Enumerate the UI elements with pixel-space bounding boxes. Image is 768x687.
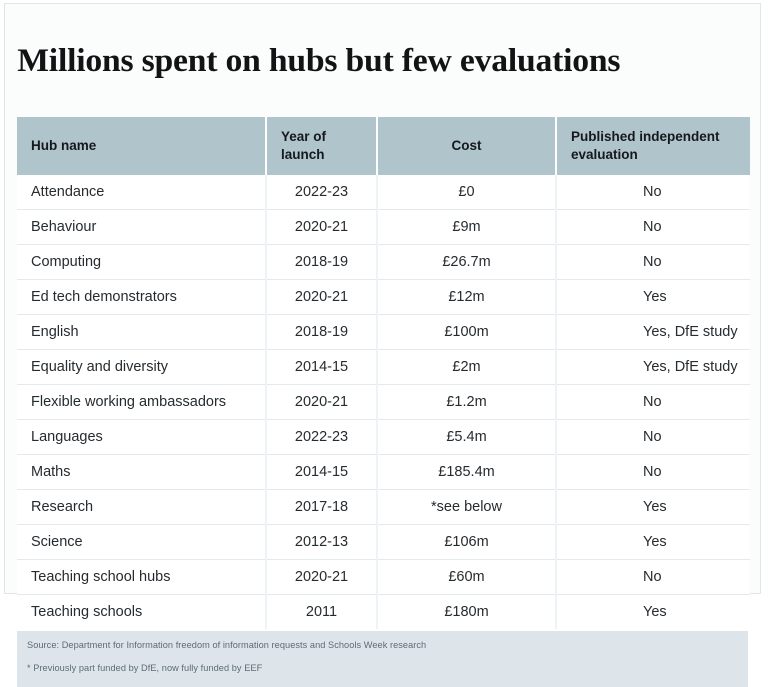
- cell-evaluation: No: [556, 559, 750, 596]
- table-row: Computing 2018-19 £26.7m No: [17, 244, 750, 281]
- cell-hub-name: Behaviour: [17, 209, 267, 246]
- cell-year-of-launch: 2017-18: [266, 489, 378, 526]
- cell-year-of-launch: 2018-19: [266, 314, 378, 351]
- column-header-cost: Cost: [377, 117, 557, 176]
- cell-evaluation: Yes: [556, 489, 750, 526]
- table-row: Flexible working ambassadors 2020-21 £1.2m…: [17, 384, 750, 421]
- hubs-table: Hub name Year of launch Cost Published i…: [17, 117, 750, 630]
- table-body: Attendance 2022-23 £0 No Behaviour 2020-21 £9m…: [17, 175, 750, 630]
- column-header-published-independent-evaluation: Published independent evaluation: [556, 117, 750, 176]
- cell-evaluation: No: [556, 419, 750, 456]
- table-row: Languages 2022-23 £5.4m No: [17, 419, 750, 456]
- infographic-card: Millions spent on hubs but few evaluatio…: [4, 3, 761, 687]
- cell-cost: £5.4m: [377, 419, 557, 456]
- table-row: Behaviour 2020-21 £9m No: [17, 209, 750, 246]
- cell-evaluation: No: [556, 384, 750, 421]
- cell-year-of-launch: 2020-21: [266, 209, 378, 246]
- table-row: Ed tech demonstrators 2020-21 £12m Yes: [17, 279, 750, 316]
- cell-evaluation: Yes: [556, 524, 750, 561]
- column-header-hub-name: Hub name: [17, 117, 267, 176]
- cell-year-of-launch: 2020-21: [266, 559, 378, 596]
- cell-hub-name: Ed tech demonstrators: [17, 279, 267, 316]
- page-title: Millions spent on hubs but few evaluatio…: [17, 43, 621, 80]
- table-footer: Source: Department for Information freed…: [17, 629, 748, 687]
- cell-cost: £2m: [377, 349, 557, 386]
- cell-cost: £0: [377, 175, 557, 211]
- cell-year-of-launch: 2018-19: [266, 244, 378, 281]
- table-row: Science 2012-13 £106m Yes: [17, 524, 750, 561]
- cell-hub-name: Flexible working ambassadors: [17, 384, 267, 421]
- asterisk-footnote: * Previously part funded by DfE, now ful…: [27, 663, 263, 675]
- cell-cost: £26.7m: [377, 244, 557, 281]
- table-row: Equality and diversity 2014-15 £2m Yes, DfE…: [17, 349, 750, 386]
- cell-year-of-launch: 2022-23: [266, 175, 378, 211]
- table-header-row: Hub name Year of launch Cost Published i…: [17, 117, 750, 176]
- cell-hub-name: Research: [17, 489, 267, 526]
- source-note: Source: Department for Information freed…: [27, 640, 427, 652]
- table-row: Teaching school hubs 2020-21 £60m No: [17, 559, 750, 596]
- cell-evaluation: No: [556, 175, 750, 211]
- cell-hub-name: Computing: [17, 244, 267, 281]
- cell-cost: £106m: [377, 524, 557, 561]
- table-row: Maths 2014-15 £185.4m No: [17, 454, 750, 491]
- cell-evaluation: Yes, DfE study: [556, 349, 750, 386]
- cell-cost: £185.4m: [377, 454, 557, 491]
- cell-year-of-launch: 2014-15: [266, 454, 378, 491]
- cell-cost: £12m: [377, 279, 557, 316]
- cell-year-of-launch: 2020-21: [266, 384, 378, 421]
- table-row: Research 2017-18 *see below Yes: [17, 489, 750, 526]
- cell-evaluation: No: [556, 209, 750, 246]
- cell-evaluation: No: [556, 244, 750, 281]
- table-header: Hub name Year of launch Cost Published i…: [17, 117, 750, 176]
- table-row: Attendance 2022-23 £0 No: [17, 175, 750, 211]
- cell-cost: £1.2m: [377, 384, 557, 421]
- cell-evaluation: Yes, DfE study: [556, 314, 750, 351]
- cell-year-of-launch: 2022-23: [266, 419, 378, 456]
- cell-evaluation: Yes: [556, 279, 750, 316]
- cell-hub-name: Languages: [17, 419, 267, 456]
- cell-evaluation: No: [556, 454, 750, 491]
- cell-hub-name: Teaching school hubs: [17, 559, 267, 596]
- cell-year-of-launch: 2012-13: [266, 524, 378, 561]
- cell-hub-name: Attendance: [17, 175, 267, 211]
- cell-cost: £9m: [377, 209, 557, 246]
- cell-hub-name: Maths: [17, 454, 267, 491]
- cell-cost: £60m: [377, 559, 557, 596]
- cell-hub-name: Equality and diversity: [17, 349, 267, 386]
- cell-year-of-launch: 2020-21: [266, 279, 378, 316]
- cell-year-of-launch: 2014-15: [266, 349, 378, 386]
- column-header-year-of-launch: Year of launch: [266, 117, 378, 176]
- table-row: English 2018-19 £100m Yes, DfE study: [17, 314, 750, 351]
- cell-cost: £100m: [377, 314, 557, 351]
- cell-hub-name: Science: [17, 524, 267, 561]
- table-container: Hub name Year of launch Cost Published i…: [17, 117, 750, 630]
- cell-cost: *see below: [377, 489, 557, 526]
- cell-hub-name: English: [17, 314, 267, 351]
